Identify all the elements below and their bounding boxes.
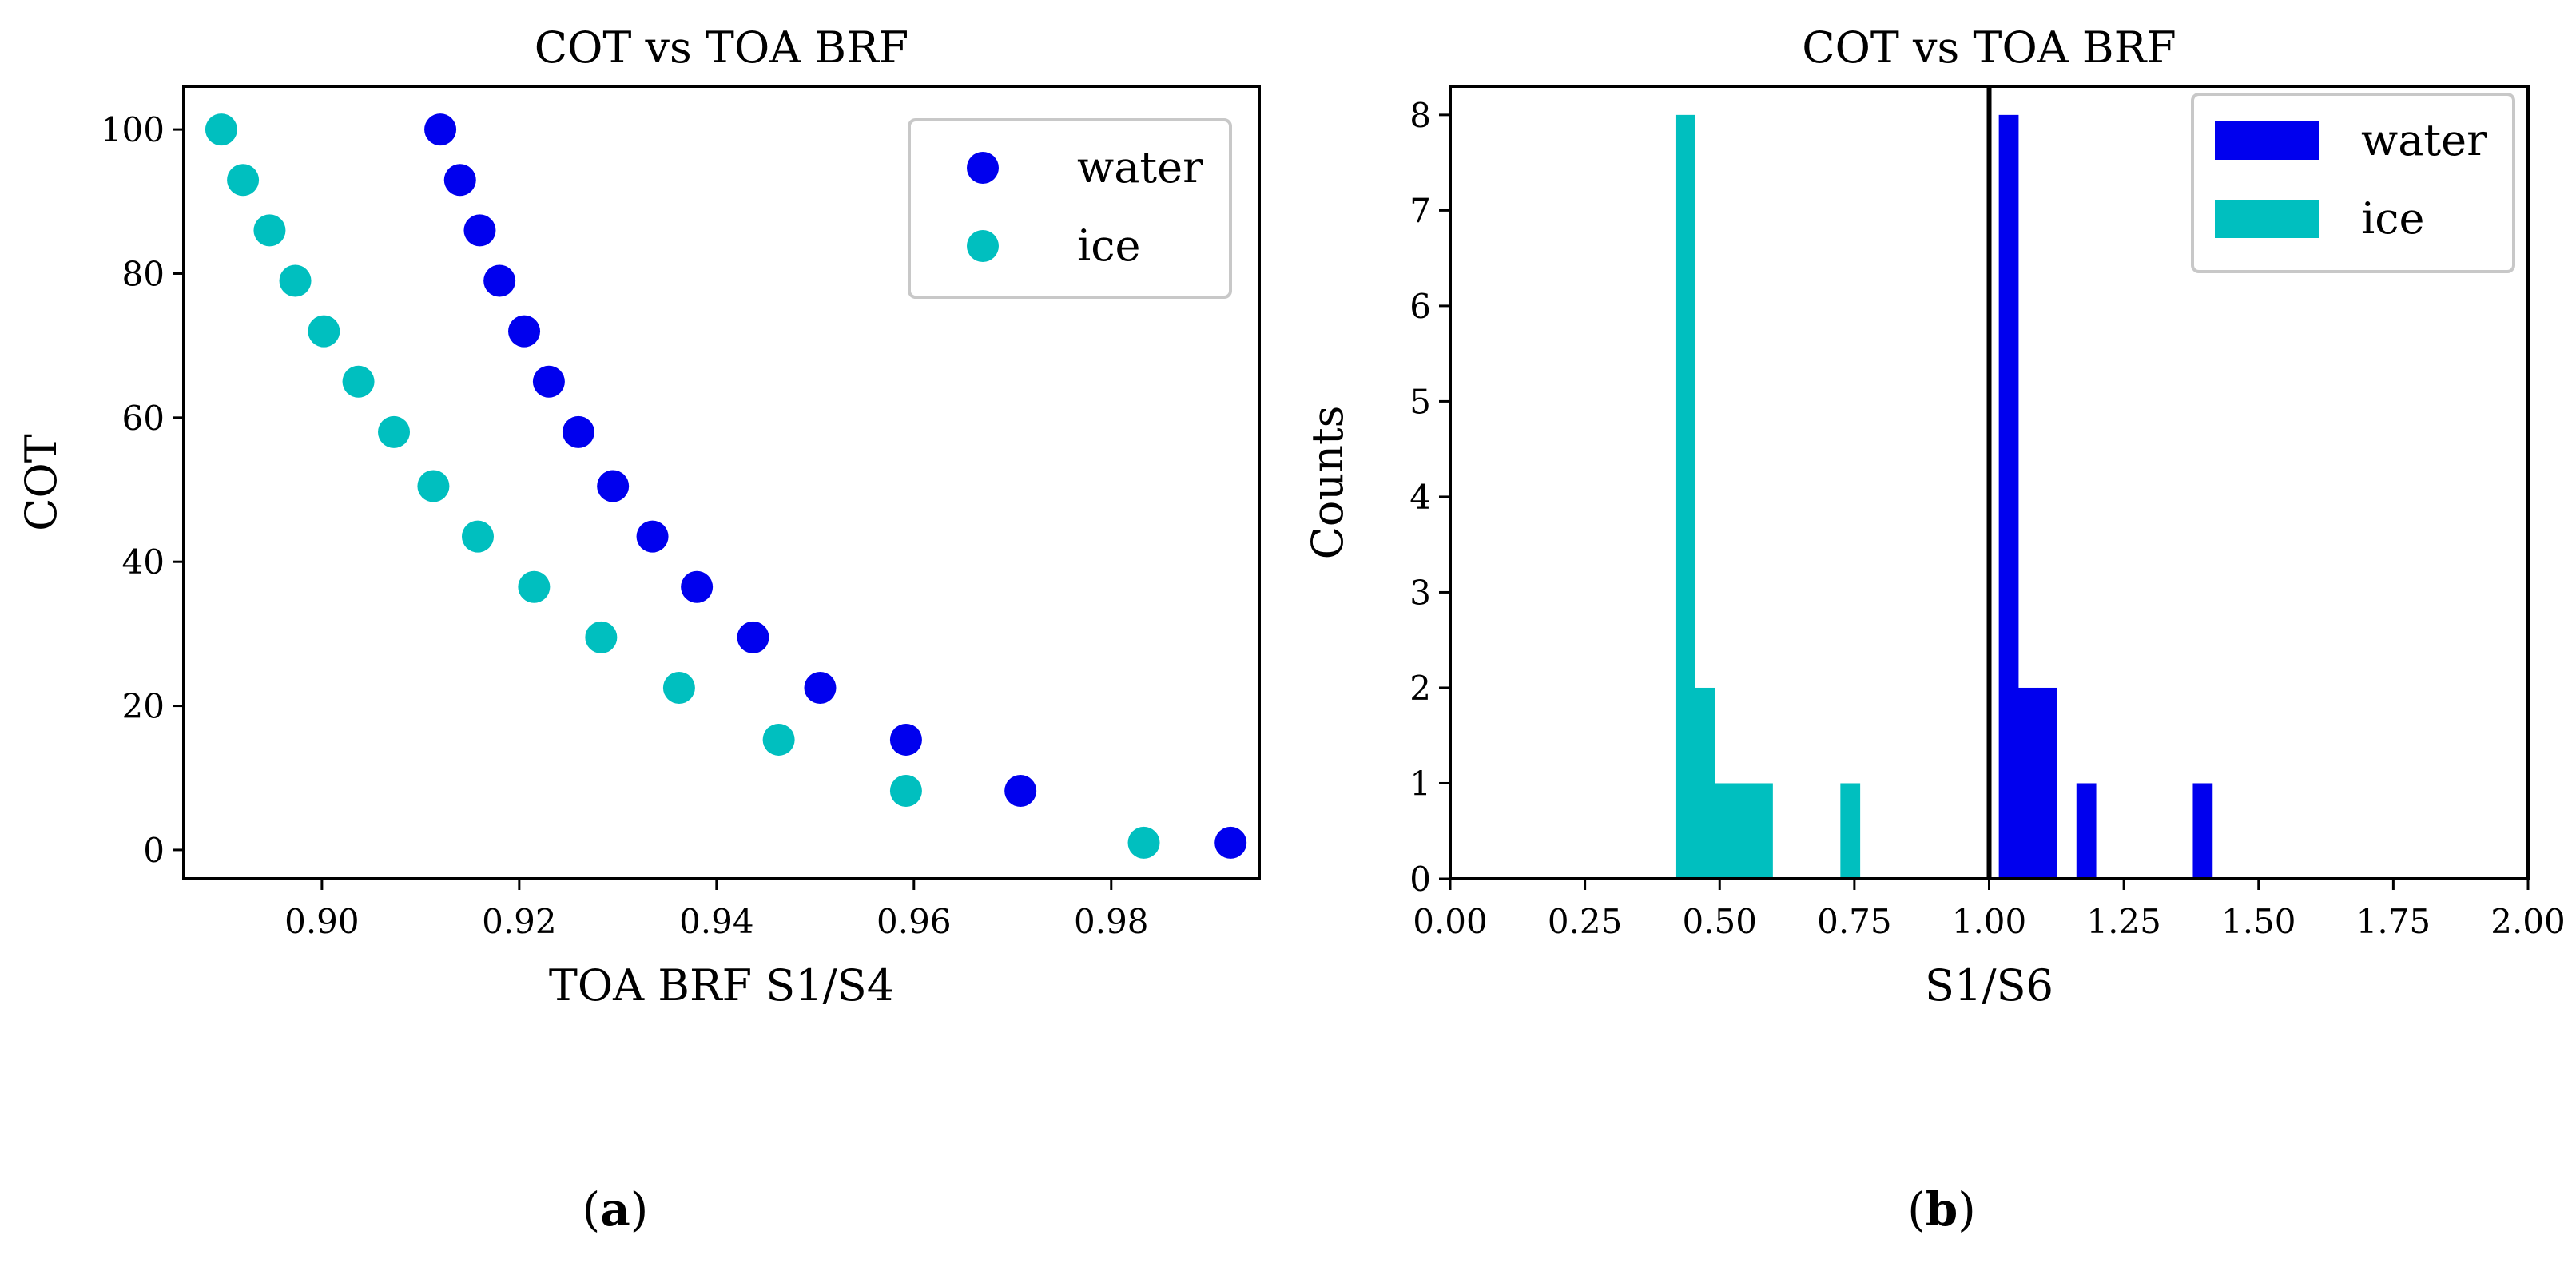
- b-legend-label-water: water: [2361, 115, 2487, 165]
- a-xlabel: TOA BRF S1/S4: [549, 960, 894, 1011]
- a-legend-label-water: water: [1077, 142, 1203, 193]
- bar-water: [2037, 687, 2057, 879]
- a-ytick-label: 60: [122, 399, 165, 438]
- a-legend-marker-ice: [967, 230, 999, 262]
- point-water: [889, 723, 922, 756]
- a-ytick-label: 100: [101, 110, 165, 149]
- caption-b: (b): [1907, 1182, 1976, 1237]
- b-ytick-label: 2: [1409, 669, 1431, 708]
- b-ytick-label: 7: [1409, 191, 1431, 230]
- a-title: COT vs TOA BRF: [535, 22, 908, 73]
- a-legend-label-ice: ice: [1077, 220, 1140, 271]
- b-xtick-label: 0.50: [1682, 902, 1757, 941]
- a-plot-frame: [182, 85, 1261, 880]
- bar-ice: [1675, 114, 1695, 880]
- point-ice: [889, 774, 922, 807]
- b-title: COT vs TOA BRF: [1802, 22, 2176, 73]
- b-ytick-label: 6: [1409, 287, 1431, 326]
- a-ytick-label: 80: [122, 254, 165, 293]
- point-water: [597, 470, 630, 502]
- point-water: [1004, 774, 1037, 807]
- point-ice: [417, 470, 450, 502]
- bar-ice: [1840, 783, 1861, 879]
- a-ylabel: COT: [16, 434, 66, 531]
- a-legend-marker-water: [967, 152, 999, 184]
- bar-water: [2017, 687, 2038, 879]
- a-ytick-label: 20: [122, 687, 165, 726]
- b-xtick-label: 0.00: [1413, 902, 1488, 941]
- b-xtick-label: 1.00: [1952, 902, 2027, 941]
- b-ylabel: Counts: [1302, 406, 1353, 560]
- point-water: [562, 415, 594, 448]
- b-legend-patch-ice: [2215, 200, 2319, 238]
- a-xtick-label: 0.96: [877, 902, 952, 941]
- bar-ice: [1753, 783, 1773, 879]
- point-water: [424, 113, 457, 146]
- a-ytick-label: 40: [122, 542, 165, 582]
- point-water: [681, 570, 714, 603]
- point-ice: [1127, 826, 1160, 859]
- a-xtick-label: 0.94: [679, 902, 754, 941]
- point-ice: [205, 113, 237, 146]
- point-water: [636, 520, 669, 553]
- bar-water: [2076, 783, 2097, 879]
- b-plot-frame: [1449, 85, 2530, 880]
- b-ytick-label: 0: [1409, 860, 1431, 899]
- point-water: [443, 164, 476, 197]
- chart-panel-a: COT vs TOA BRF 0.90 0.92 0.94 0.96 0.98 0 20 40 6…: [16, 22, 1261, 1011]
- b-legend-patch-water: [2215, 121, 2319, 160]
- b-xtick-label: 0.75: [1817, 902, 1892, 941]
- b-xtick-label: 0.25: [1548, 902, 1623, 941]
- b-xtick-label: 1.25: [2086, 902, 2161, 941]
- bar-ice: [1714, 783, 1735, 879]
- b-ytick-label: 8: [1409, 96, 1431, 135]
- b-legend-label-ice: ice: [2361, 193, 2424, 244]
- b-xtick-label: 1.50: [2221, 902, 2296, 941]
- b-ytick-label: 5: [1409, 382, 1431, 421]
- point-water: [463, 214, 496, 247]
- chart-panel-b: COT vs TOA BRF 0.00 0.25 0.50 0.75 1.00 1.25 1.…: [1302, 22, 2566, 1011]
- bar-ice: [1695, 687, 1715, 879]
- a-legend: water ice: [908, 118, 1232, 299]
- bar-ice: [1733, 783, 1754, 879]
- b-ytick-label: 4: [1409, 478, 1431, 517]
- b-ytick-label: 3: [1409, 573, 1431, 612]
- bar-water: [2192, 783, 2213, 879]
- point-ice: [518, 570, 551, 603]
- point-water: [508, 315, 541, 348]
- a-xtick-label: 0.92: [482, 902, 557, 941]
- point-water: [737, 621, 769, 653]
- point-ice: [662, 672, 695, 705]
- b-legend: water ice: [2191, 93, 2515, 273]
- b-xlabel: S1/S6: [1925, 960, 2053, 1011]
- a-ytick-label: 0: [143, 831, 165, 870]
- point-ice: [585, 621, 618, 653]
- point-ice: [461, 520, 494, 553]
- point-ice: [253, 214, 286, 247]
- caption-a: (a): [582, 1182, 649, 1237]
- point-ice: [762, 723, 795, 756]
- a-xtick-label: 0.90: [284, 902, 360, 941]
- b-xtick-label: 1.75: [2356, 902, 2431, 941]
- bar-water: [1998, 114, 2019, 880]
- b-xtick-label: 2.00: [2491, 902, 2566, 941]
- point-ice: [308, 315, 340, 348]
- point-ice: [378, 415, 411, 448]
- point-ice: [279, 264, 312, 297]
- point-ice: [342, 365, 375, 398]
- point-water: [532, 365, 565, 398]
- b-ytick-label: 1: [1409, 764, 1431, 803]
- point-water: [1214, 826, 1247, 859]
- a-xtick-label: 0.98: [1074, 902, 1149, 941]
- point-ice: [227, 164, 260, 197]
- point-water: [483, 264, 516, 297]
- point-water: [804, 672, 837, 705]
